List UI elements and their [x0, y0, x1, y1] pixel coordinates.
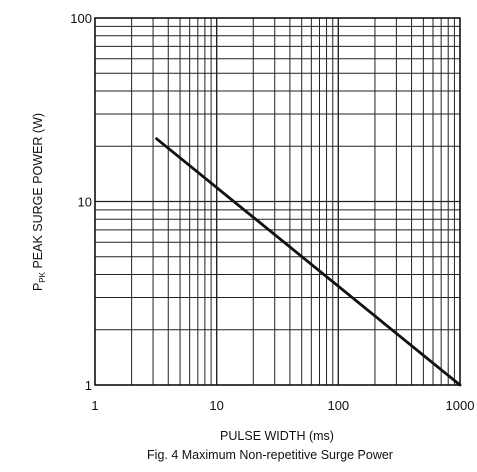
y-tick-label: 1 [85, 378, 92, 393]
y-axis-label-rest: PEAK SURGE POWER (W) [31, 113, 45, 272]
grid [95, 18, 460, 385]
chart-caption: Fig. 4 Maximum Non-repetitive Surge Powe… [147, 448, 393, 462]
plot-frame [94, 17, 461, 386]
y-axis-label-main: P [31, 283, 45, 291]
series-line [155, 137, 462, 387]
y-tick-label: 10 [78, 195, 92, 210]
x-tick-label: 100 [327, 398, 349, 413]
y-axis-label-subscript: PK [38, 271, 47, 282]
x-tick-label: 1000 [446, 398, 475, 413]
y-axis-label: PPK PEAK SURGE POWER (W) [31, 113, 47, 291]
y-tick-label: 100 [70, 11, 92, 26]
x-tick-label: 1 [91, 398, 98, 413]
x-tick-labels: 1 10 100 1000 [91, 398, 474, 413]
y-tick-labels: 1 10 100 [70, 11, 92, 393]
x-tick-label: 10 [209, 398, 223, 413]
x-axis-label: PULSE WIDTH (ms) [220, 429, 334, 443]
series-group [155, 137, 462, 387]
